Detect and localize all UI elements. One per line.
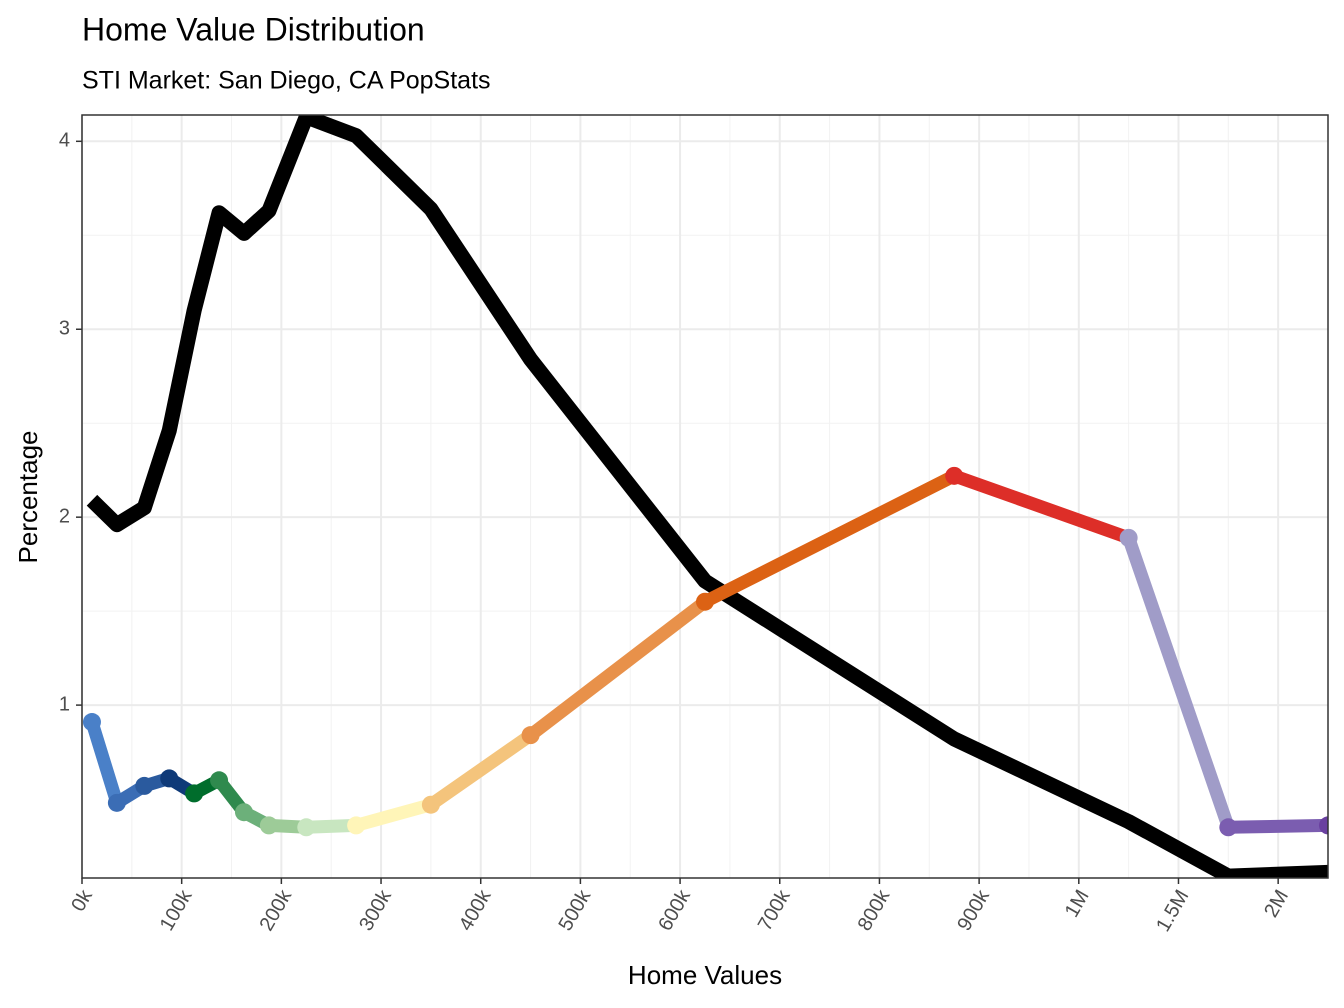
point [160,769,179,788]
x-tick-label: 400k [455,885,496,934]
point [1119,528,1138,547]
point [421,795,440,814]
point [259,816,278,835]
line-segment [524,595,712,742]
x-tick-label: 0k [67,885,97,915]
y-axis-title: Percentage [13,431,43,564]
line [86,115,1328,878]
line-segment [1122,531,1235,834]
point [696,592,714,611]
point [210,771,229,790]
point [1219,818,1238,837]
x-tick-label: 1M [1061,886,1094,921]
chart-subtitle: STI Market: San Diego, CA PopStats [82,67,491,95]
point [185,784,204,803]
x-tick-label: 700k [754,885,795,934]
line-segment [947,469,1136,545]
point [297,818,316,837]
point [1319,816,1328,835]
x-tick-label: 1.5M [1152,886,1193,936]
line-segment [698,469,961,609]
chart-title: Home Value Distribution [82,11,425,47]
x-tick-label: 500k [555,885,596,934]
x-tick-label: 600k [654,885,695,934]
point [521,726,540,745]
y-tick-label: 4 [59,130,70,152]
plot-border [81,114,1329,879]
y-tick-label: 2 [59,505,70,527]
x-tick-label: 100k [156,885,197,934]
line-segment [85,715,124,810]
x-tick-label: 900k [953,885,994,934]
x-tick-label: 300k [355,885,396,934]
x-tick-label: 200k [256,885,297,934]
line-segment [424,728,538,812]
x-tick-label: 800k [854,885,895,934]
point [82,713,101,732]
line-segment [1221,818,1328,834]
y-tick-label: 3 [59,318,70,340]
point [347,816,366,835]
point [107,793,126,812]
point [945,466,964,485]
x-tick-label: 2M [1260,886,1293,921]
line-segment [349,798,438,832]
x-axis-title: Home Values [628,960,782,990]
point [135,776,154,795]
point [234,803,253,822]
y-tick-label: 1 [59,693,70,715]
